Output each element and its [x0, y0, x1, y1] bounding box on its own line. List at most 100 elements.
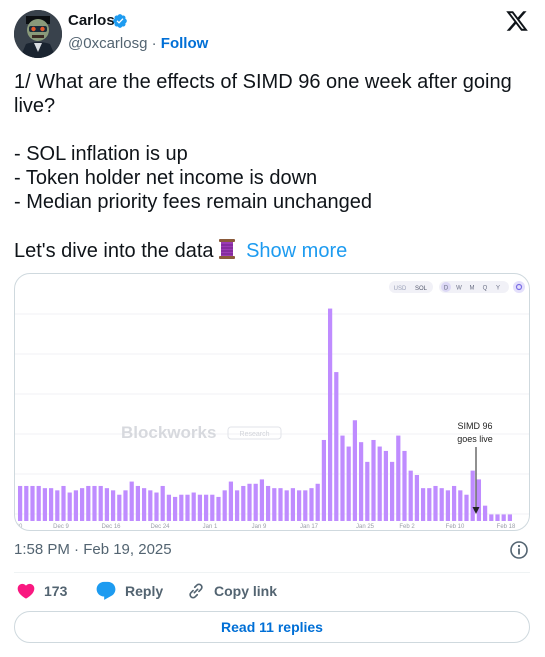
bar — [86, 485, 91, 521]
bar — [179, 494, 184, 521]
bar — [402, 450, 407, 521]
bar — [30, 485, 35, 521]
reply-label: Reply — [125, 583, 164, 599]
chart-svg: USD SOL D W M Q Y Blockworks Research 20 Dec 9 Dec … — [15, 281, 529, 530]
bar — [92, 485, 97, 521]
bar — [135, 485, 141, 521]
like-count: 173 — [44, 583, 68, 599]
x-logo-icon[interactable] — [505, 9, 529, 33]
bar — [427, 488, 432, 521]
period-option: M — [470, 286, 475, 292]
bar — [36, 485, 41, 521]
tweet-line: Let's dive into the data — [14, 240, 214, 262]
bar — [495, 514, 500, 521]
tweet-text: 1/ What are the effects of SIMD 96 one w… — [14, 70, 529, 263]
bar — [371, 439, 376, 521]
x-tick-label: Dec 9 — [53, 524, 69, 530]
bar — [464, 494, 469, 521]
avatar[interactable] — [14, 10, 62, 58]
period-selected — [441, 282, 451, 292]
copy-link-button[interactable]: Copy link — [186, 580, 277, 602]
bar — [203, 494, 209, 521]
bar — [110, 490, 116, 521]
like-button[interactable]: 173 — [16, 580, 67, 602]
tweet-line: - Median priority fees remain unchanged — [14, 191, 372, 213]
chart-image[interactable]: USD SOL D W M Q Y Blockworks Research 20 Dec 9 Dec … — [14, 273, 530, 531]
bar — [222, 490, 227, 521]
x-tick-label: Dec 24 — [150, 524, 170, 530]
bar — [123, 490, 128, 521]
info-icon[interactable] — [509, 540, 529, 560]
follow-button[interactable]: Follow — [160, 35, 209, 52]
author-handle[interactable]: @0xcarlosg — [68, 35, 148, 52]
x-tick-label: Jan 25 — [356, 524, 375, 530]
bar — [303, 490, 308, 521]
settings-icon — [515, 283, 523, 291]
bar — [482, 505, 488, 521]
bar — [458, 490, 463, 521]
bar — [420, 488, 426, 521]
bar — [234, 490, 240, 521]
bar — [414, 475, 420, 521]
x-tick-label: Jan 17 — [300, 524, 319, 530]
separator: · — [151, 35, 157, 52]
bar — [228, 481, 234, 521]
bar — [507, 514, 513, 521]
read-replies-button[interactable]: Read 11 replies — [14, 611, 530, 643]
bar — [210, 494, 215, 521]
bar — [439, 488, 444, 521]
bar — [321, 439, 327, 521]
bar — [470, 470, 475, 521]
bar — [148, 490, 153, 521]
bar — [129, 481, 134, 521]
x-tick-label: 20 — [16, 524, 23, 530]
bar — [451, 485, 457, 521]
x-tick-label: Feb 2 — [399, 524, 415, 530]
bar — [501, 514, 506, 521]
show-more-link[interactable]: Show more — [246, 240, 348, 262]
bar — [383, 450, 389, 521]
watermark-tag-box — [227, 426, 282, 440]
currency-option: SOL — [415, 286, 428, 292]
bar — [377, 446, 382, 521]
bar — [346, 446, 351, 521]
bar — [191, 492, 196, 521]
bar — [79, 488, 85, 521]
bar — [48, 488, 54, 521]
bar — [340, 435, 345, 521]
watermark-tag: Research — [240, 431, 270, 438]
heart-icon — [17, 583, 35, 599]
handle-line: @0xcarlosg · Follow — [68, 35, 208, 52]
copy-link-label: Copy link — [214, 583, 278, 599]
bar — [278, 488, 283, 521]
bar — [489, 514, 494, 521]
bar — [272, 488, 277, 521]
bar — [334, 372, 339, 521]
reply-button[interactable]: Reply — [95, 580, 163, 602]
divider — [14, 572, 530, 573]
bar — [73, 490, 79, 521]
period-option: D — [444, 286, 449, 292]
bar — [259, 479, 265, 521]
tweet-line: - Token holder net income is down — [14, 167, 318, 189]
bar — [396, 435, 401, 521]
tweet-line: - SOL inflation is up — [14, 143, 188, 165]
bar — [290, 488, 296, 521]
annotation-line: SIMD 96 — [457, 421, 492, 431]
bar — [296, 490, 302, 521]
bar — [172, 496, 178, 521]
bar — [154, 492, 159, 521]
x-tick-label: Feb 18 — [497, 524, 516, 530]
bar — [24, 485, 29, 521]
period-option: Y — [496, 286, 500, 292]
bar — [327, 308, 333, 521]
bar — [166, 494, 172, 521]
link-icon — [189, 583, 203, 599]
author-name[interactable]: Carlos — [68, 12, 115, 29]
annotation-arrowhead — [472, 507, 480, 514]
timestamp[interactable]: 1:58 PM · Feb 19, 2025 — [14, 541, 172, 558]
bar — [197, 494, 203, 521]
tweet-line: 1/ What are the effects of SIMD 96 one w… — [14, 71, 512, 117]
x-tick-label: Jan 1 — [203, 524, 218, 530]
